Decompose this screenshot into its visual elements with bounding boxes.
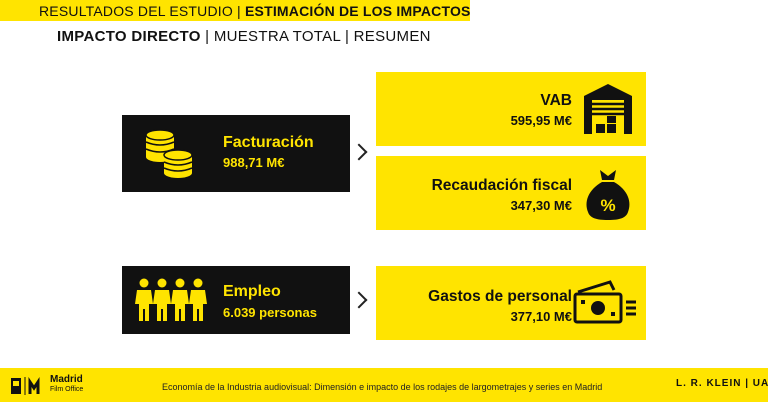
gastos-box: Gastos de personal 377,10 M€ xyxy=(376,266,646,340)
recaudacion-value: 347,30 M€ xyxy=(510,198,572,213)
film-office-text: Film Office xyxy=(50,386,84,393)
coins-icon xyxy=(145,129,193,178)
empleo-value: 6.039 personas xyxy=(223,305,317,320)
money-bag-icon: % xyxy=(586,170,630,220)
cash-icon xyxy=(573,280,636,324)
madrid-crest-icon xyxy=(11,377,40,395)
header-bar xyxy=(0,0,470,21)
klein-uam-logo: L. R. KLEIN | UAM xyxy=(676,378,768,389)
recaudacion-label: Recaudación fiscal xyxy=(431,177,572,194)
empleo-box: Empleo 6.039 personas xyxy=(122,266,350,334)
subtitle: IMPACTO DIRECTO | MUESTRA TOTAL | RESUME… xyxy=(57,28,431,45)
footer-bar: Madrid Film Office Economía de la Indust… xyxy=(0,368,768,402)
people-icon xyxy=(135,278,207,321)
arrow-right-icon xyxy=(350,143,368,161)
vab-value: 595,95 M€ xyxy=(510,113,572,128)
madrid-logo-text: Madrid xyxy=(50,374,83,385)
vab-label: VAB xyxy=(540,92,572,109)
section-title: RESULTADOS DEL ESTUDIO | ESTIMACIÓN DE L… xyxy=(39,3,471,19)
empleo-label: Empleo xyxy=(223,283,281,300)
gastos-value: 377,10 M€ xyxy=(510,309,572,324)
gastos-label: Gastos de personal xyxy=(428,288,572,305)
recaudacion-box: Recaudación fiscal 347,30 M€ % xyxy=(376,156,646,230)
facturacion-label: Facturación xyxy=(223,134,314,151)
facturacion-box: Facturación 988,71 M€ xyxy=(122,115,350,192)
footer-caption: Economía de la Industria audiovisual: Di… xyxy=(162,382,603,392)
vab-box: VAB 595,95 M€ xyxy=(376,72,646,146)
facturacion-value: 988,71 M€ xyxy=(223,155,285,170)
warehouse-icon xyxy=(584,84,632,134)
svg-text:%: % xyxy=(600,196,615,215)
arrow-right-icon xyxy=(350,291,368,309)
